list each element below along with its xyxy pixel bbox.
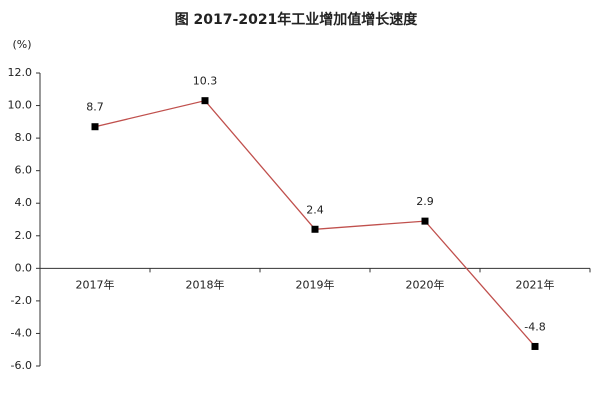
chart-title: 图 2017-2021年工业增加值增长速度 xyxy=(175,11,419,28)
data-label: 10.3 xyxy=(193,75,218,88)
data-label: 2.4 xyxy=(306,203,324,216)
y-tick-label: 4.0 xyxy=(15,196,33,209)
x-tick-label: 2017年 xyxy=(76,277,115,291)
y-tick-label: -4.0 xyxy=(11,326,32,339)
y-tick-label: 10.0 xyxy=(8,99,33,112)
y-unit: (%) xyxy=(12,38,31,51)
x-tick-label: 2019年 xyxy=(296,277,335,291)
data-label: 8.7 xyxy=(86,101,104,114)
data-label: 2.9 xyxy=(416,195,434,208)
x-tick-label: 2021年 xyxy=(516,277,555,291)
series-line xyxy=(94,99,536,347)
marker xyxy=(311,225,319,233)
x-tick-label: 2020年 xyxy=(406,277,445,291)
marker xyxy=(421,217,429,225)
y-tick-label: -6.0 xyxy=(11,359,32,372)
x-tick-label: 2018年 xyxy=(186,277,225,291)
y-tick-label: 6.0 xyxy=(15,164,33,177)
data-label: -4.8 xyxy=(524,320,545,333)
marker xyxy=(531,342,539,350)
y-tick-label: 2.0 xyxy=(15,229,33,242)
y-tick-label: 12.0 xyxy=(8,66,33,79)
y-tick-label: 0.0 xyxy=(15,261,33,274)
y-tick-label: 8.0 xyxy=(15,131,33,144)
marker xyxy=(91,123,99,131)
y-tick-label: -2.0 xyxy=(11,294,32,307)
marker xyxy=(201,97,209,105)
